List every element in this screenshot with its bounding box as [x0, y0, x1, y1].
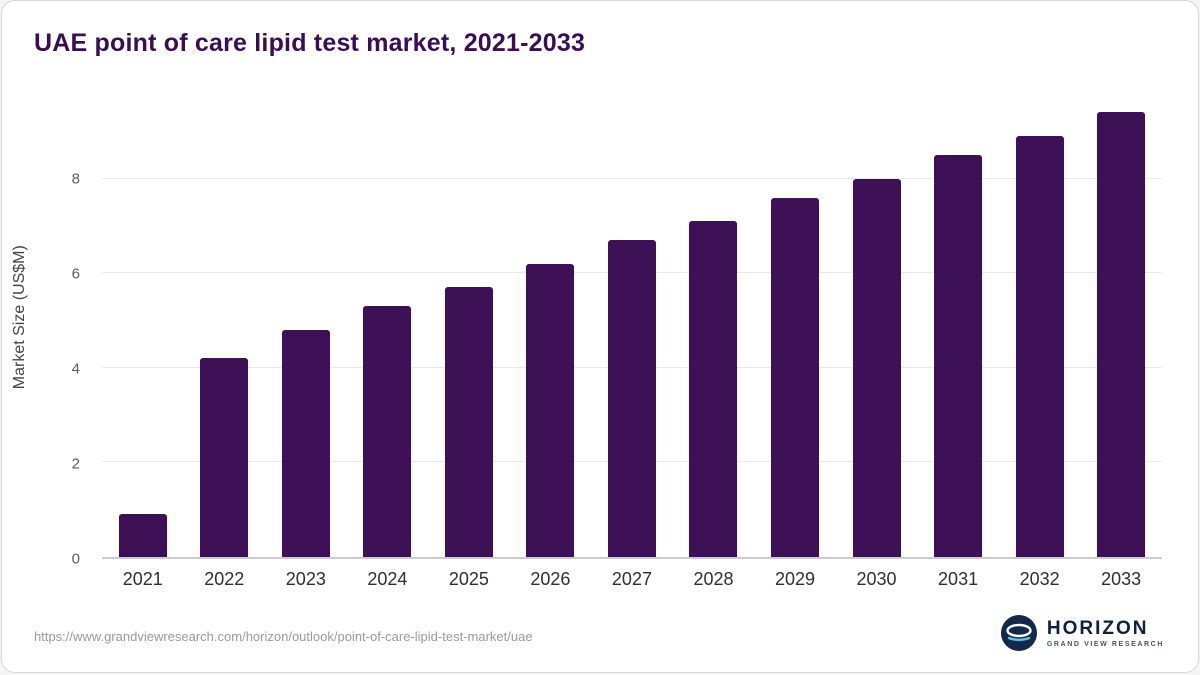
- bar-2026: [526, 263, 575, 557]
- bar-slot-2028: 2028: [673, 103, 755, 589]
- x-tick-label-2030: 2030: [856, 569, 897, 589]
- bar-slot-2025: 2025: [428, 103, 510, 589]
- bar-slot-2021: 2021: [102, 103, 184, 589]
- x-tick-label-2026: 2026: [530, 569, 571, 589]
- y-tick-label-8: 8: [71, 170, 80, 188]
- x-tick-label-2023: 2023: [285, 569, 326, 589]
- x-tick-label-2022: 2022: [204, 569, 245, 589]
- source-url: https://www.grandviewresearch.com/horizo…: [34, 629, 533, 644]
- bar-slot-2031: 2031: [917, 103, 999, 589]
- bar-2022: [200, 358, 249, 557]
- bar-2021: [118, 514, 167, 557]
- bar-2027: [607, 240, 656, 557]
- x-tick-label-2031: 2031: [938, 569, 979, 589]
- logo-subtitle: GRAND VIEW RESEARCH: [1046, 640, 1164, 648]
- bar-slot-2026: 2026: [510, 103, 592, 589]
- horizon-logo: HORIZON GRAND VIEW RESEARCH: [1000, 614, 1164, 652]
- bar-slot-2032: 2032: [999, 103, 1081, 589]
- bar-series: 2021 2022 2023 2024 2025 2026 2027 2028 2029 2030…: [102, 103, 1162, 589]
- x-tick-label-2021: 2021: [122, 569, 163, 589]
- bar-2032: [1015, 136, 1064, 557]
- y-tick-label-0: 0: [71, 550, 80, 568]
- bar-slot-2023: 2023: [265, 103, 347, 589]
- x-tick-label-2033: 2033: [1101, 569, 1142, 589]
- x-tick-label-2027: 2027: [611, 569, 652, 589]
- y-tick-label-2: 2: [71, 455, 80, 473]
- bar-2033: [1097, 112, 1146, 557]
- x-tick-label-2032: 2032: [1019, 569, 1060, 589]
- y-tick-label-6: 6: [71, 265, 80, 283]
- x-tick-label-2029: 2029: [774, 569, 816, 589]
- bar-2023: [281, 330, 330, 557]
- x-tick-label-2025: 2025: [448, 569, 489, 589]
- x-tick-label-2024: 2024: [367, 569, 408, 589]
- logo-name: HORIZON: [1046, 617, 1149, 639]
- x-tick-label-2028: 2028: [693, 569, 734, 589]
- bar-2031: [934, 155, 983, 557]
- horizon-logo-icon: [1000, 614, 1038, 652]
- bar-slot-2029: 2029: [754, 103, 836, 589]
- bar-2030: [852, 178, 901, 557]
- bar-2025: [444, 287, 493, 557]
- bar-slot-2024: 2024: [347, 103, 429, 589]
- bar-2028: [689, 221, 738, 557]
- bar-slot-2033: 2033: [1080, 103, 1162, 589]
- bar-slot-2022: 2022: [184, 103, 266, 589]
- bar-slot-2030: 2030: [836, 103, 918, 589]
- chart-title: UAE point of care lipid test market, 202…: [34, 29, 586, 57]
- plot-area: 2021 2022 2023 2024 2025 2026 2027 2028 2029 2030…: [102, 103, 1162, 589]
- gridline-8: [102, 177, 1162, 179]
- bar-2029: [771, 197, 820, 557]
- bar-slot-2027: 2027: [591, 103, 673, 589]
- y-tick-label-4: 4: [71, 360, 80, 378]
- bar-2024: [363, 306, 412, 557]
- y-axis-ticks: 0 2 4 6 8: [2, 103, 94, 568]
- horizon-logo-text: HORIZON GRAND VIEW RESEARCH: [1047, 619, 1164, 648]
